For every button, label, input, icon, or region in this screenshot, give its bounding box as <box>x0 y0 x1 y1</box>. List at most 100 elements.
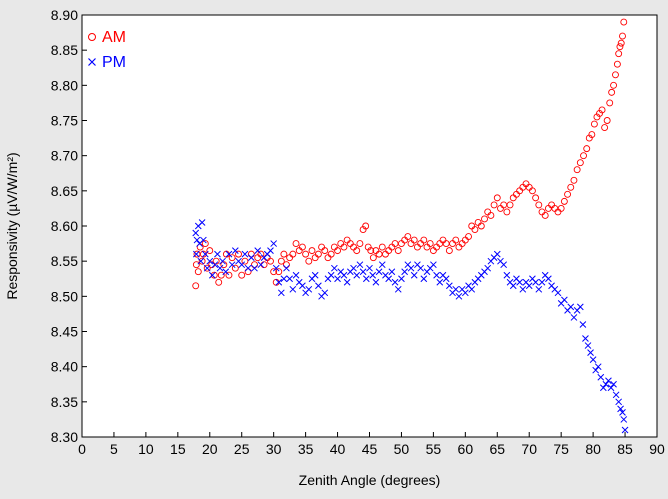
pm-point-41 <box>299 282 306 290</box>
pm-point-76 <box>410 271 418 279</box>
pm-point-90 <box>455 292 463 300</box>
pm-point-144 <box>617 405 624 413</box>
pm-point-83 <box>433 271 440 279</box>
pm-point-110 <box>519 285 527 293</box>
x-tick-label-7: 35 <box>298 441 314 457</box>
pm-point-142 <box>612 391 620 399</box>
am-point-38 <box>289 250 297 258</box>
pm-point-146 <box>620 416 628 423</box>
pm-point-133 <box>589 356 597 363</box>
pm-point-71 <box>394 285 402 293</box>
am-point-101 <box>487 211 495 219</box>
am-point-42 <box>302 250 310 258</box>
am-point-96 <box>471 226 479 233</box>
am-point-21 <box>238 271 246 279</box>
am-point-98 <box>477 222 485 230</box>
y-tick-label-9: 8.75 <box>51 113 78 129</box>
pm-point-84 <box>436 278 444 286</box>
am-point-134 <box>590 120 598 128</box>
pm-point-54 <box>340 271 348 279</box>
am-point-149 <box>620 18 628 26</box>
pm-point-51 <box>331 264 338 272</box>
pm-point-6 <box>198 219 206 226</box>
am-point-1 <box>192 261 200 269</box>
y-tick-label-2: 8.40 <box>51 359 78 375</box>
am-point-0 <box>192 282 200 290</box>
am-point-94 <box>465 233 472 241</box>
y-tick-label-5: 8.55 <box>51 253 78 269</box>
pm-point-75 <box>407 264 415 272</box>
pm-point-136 <box>597 373 605 381</box>
pm-point-23 <box>244 264 252 272</box>
y-tick-label-12: 8.90 <box>51 7 78 23</box>
pm-point-78 <box>417 264 424 272</box>
legend-pm-label: PM <box>102 54 126 71</box>
pm-point-26 <box>254 247 262 254</box>
am-point-3 <box>194 268 202 276</box>
pm-point-46 <box>315 282 322 290</box>
am-point-17 <box>225 271 233 279</box>
pm-point-134 <box>592 366 600 374</box>
pm-point-138 <box>602 380 610 388</box>
pm-point-118 <box>545 275 552 283</box>
am-point-131 <box>583 145 591 153</box>
am-point-102 <box>490 201 498 209</box>
pm-point-73 <box>401 268 408 276</box>
x-tick-label-16: 80 <box>585 441 601 457</box>
legend-am-marker <box>88 33 96 41</box>
pm-point-45 <box>311 271 319 279</box>
am-point-48 <box>321 247 329 255</box>
am-point-39 <box>292 240 300 248</box>
y-tick-label-4: 8.50 <box>51 288 78 304</box>
am-point-118 <box>541 211 549 219</box>
x-tick-label-5: 25 <box>234 441 250 457</box>
am-point-114 <box>528 187 536 195</box>
am-point-27 <box>257 250 265 258</box>
pm-point-30 <box>267 247 274 254</box>
pm-point-1 <box>193 250 200 258</box>
pm-point-140 <box>607 384 615 392</box>
pm-point-72 <box>398 275 405 283</box>
pm-point-14 <box>216 264 224 272</box>
legend-pm-marker <box>88 58 96 66</box>
pm-point-147 <box>621 426 629 434</box>
am-point-59 <box>356 240 364 248</box>
am-point-6 <box>199 250 207 258</box>
x-tick-label-8: 40 <box>330 441 346 457</box>
x-tick-label-11: 55 <box>426 441 442 457</box>
axes-layer: 0 5 10 15 20 25 30 35 40 45 50 55 60 65 70 75 80 85 90 8.30… <box>51 7 665 457</box>
pm-point-66 <box>378 261 386 269</box>
series-pm <box>192 219 629 434</box>
am-point-7 <box>201 240 209 248</box>
x-tick-label-1: 5 <box>110 441 118 457</box>
am-point-80 <box>420 236 428 244</box>
pm-point-104 <box>500 261 508 269</box>
x-tick-label-3: 15 <box>170 441 186 457</box>
x-tick-label-18: 90 <box>649 441 665 457</box>
pm-point-59 <box>356 261 364 269</box>
am-point-128 <box>573 166 581 174</box>
x-tick-label-0: 0 <box>78 441 86 457</box>
am-point-138 <box>601 124 609 131</box>
pm-point-102 <box>493 250 501 258</box>
x-tick-label-4: 20 <box>202 441 218 457</box>
pm-point-2 <box>193 236 201 244</box>
am-point-82 <box>426 240 434 248</box>
pm-point-79 <box>420 275 428 283</box>
am-point-64 <box>369 254 377 262</box>
am-point-123 <box>557 204 565 212</box>
pm-point-82 <box>430 261 437 269</box>
am-point-44 <box>308 247 316 255</box>
am-point-34 <box>277 257 285 265</box>
am-point-33 <box>275 268 283 276</box>
pm-point-62 <box>366 264 373 272</box>
pm-point-19 <box>231 247 239 254</box>
pm-point-65 <box>375 268 383 276</box>
am-point-130 <box>580 152 587 160</box>
pm-point-121 <box>554 289 562 297</box>
y-axis-label: Responsivity (µV/W/m²) <box>4 152 20 299</box>
pm-point-141 <box>610 380 617 388</box>
pm-point-126 <box>570 314 578 321</box>
pm-point-52 <box>334 275 341 283</box>
pm-point-92 <box>461 289 469 297</box>
